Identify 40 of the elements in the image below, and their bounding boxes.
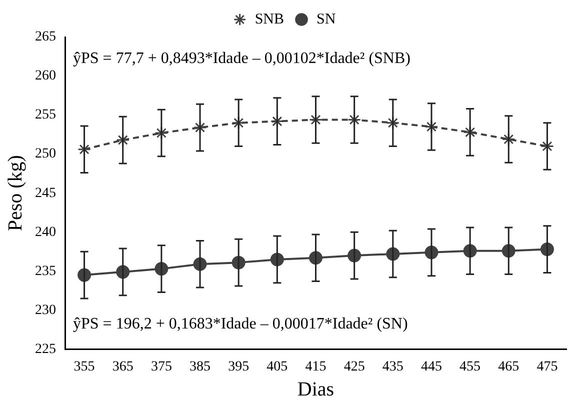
x-tick-label: 355	[74, 359, 95, 374]
annotation: ŷPS = 196,2 + 0,1683*Idade – 0,00017*Idade² (SN)	[73, 315, 408, 332]
x-tick-label: 415	[305, 359, 326, 374]
point	[270, 114, 284, 128]
x-tick-label: 435	[382, 359, 404, 374]
point	[502, 132, 516, 146]
point	[540, 140, 554, 154]
y-tick-label: 240	[35, 224, 56, 240]
y-tick-label: 245	[35, 186, 56, 201]
x-tick-label: 395	[228, 359, 250, 374]
x-tick-label: 425	[344, 359, 365, 374]
y-tick-label: 250	[35, 146, 56, 162]
x-tick-label: 465	[498, 359, 520, 374]
point	[386, 116, 400, 130]
point	[193, 120, 207, 134]
legend-label: SN	[316, 11, 336, 28]
point	[116, 133, 130, 147]
point	[424, 120, 438, 134]
y-tick-label: 235	[35, 264, 56, 279]
annotation: ŷPS = 77,7 + 0,8493*Idade – 0,00102*Idade² (SNB)	[73, 50, 410, 68]
x-tick-label: 445	[420, 359, 442, 374]
y-axis-title: Peso (kg)	[4, 155, 26, 232]
x-tick-label: 385	[190, 359, 211, 374]
point	[154, 126, 168, 140]
x-tick-label: 475	[536, 359, 558, 374]
point	[78, 142, 92, 156]
x-axis-title: Dias	[297, 378, 334, 400]
y-tick-label: 265	[35, 30, 56, 45]
point	[348, 112, 362, 126]
x-tick-label: 375	[150, 359, 172, 374]
point	[463, 125, 477, 139]
x-tick-label: 455	[460, 359, 481, 374]
legend-label: SNB	[254, 11, 284, 28]
point	[232, 116, 246, 130]
x-tick-label: 365	[112, 359, 134, 374]
y-tick-label: 225	[35, 342, 56, 357]
x-tick-label: 405	[266, 359, 288, 374]
y-tick-label: 260	[35, 68, 56, 84]
y-tick-label: 255	[35, 108, 56, 123]
y-tick-label: 230	[35, 302, 56, 318]
